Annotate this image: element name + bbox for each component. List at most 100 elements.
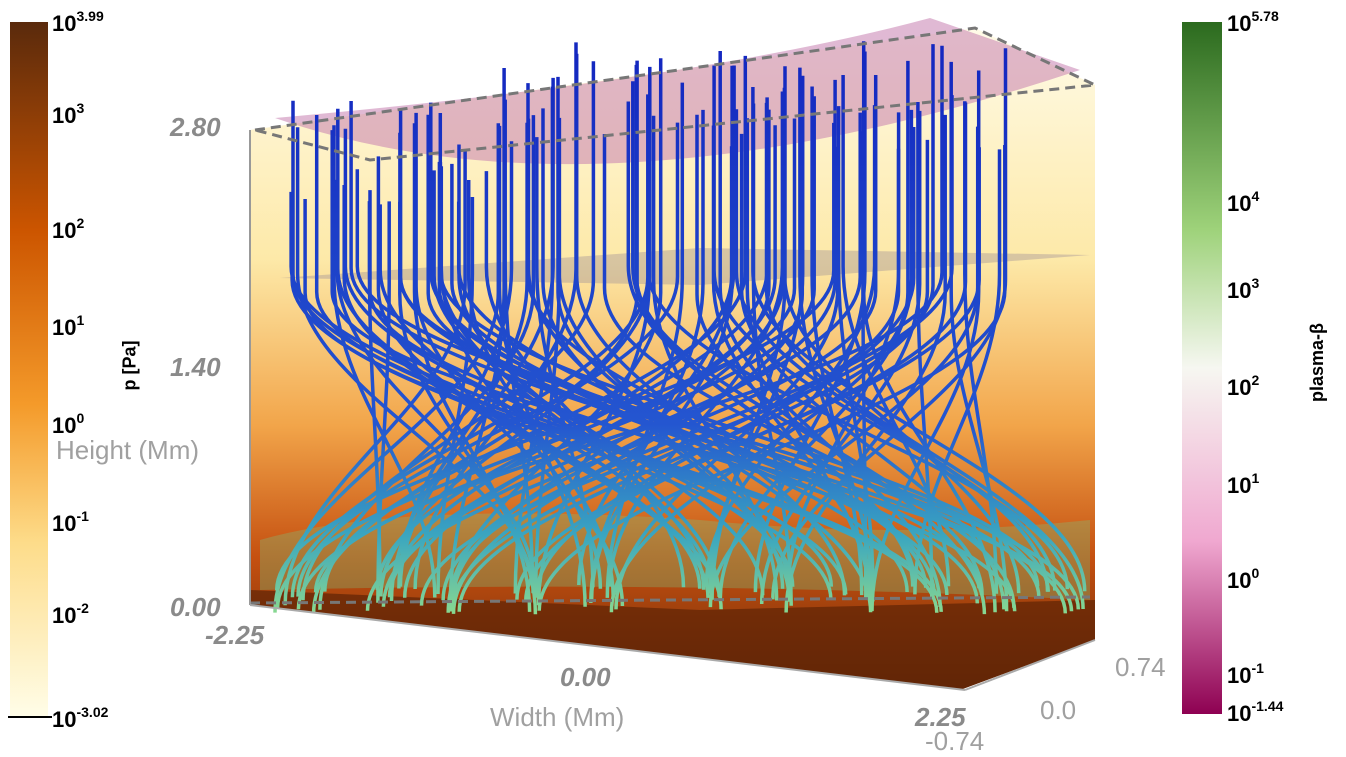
colorbar-tick: 10-1 xyxy=(1227,660,1264,689)
colorbar-tick: 10-1.44 xyxy=(1227,698,1283,727)
tick-exponent: 5.78 xyxy=(1251,8,1279,24)
field-line xyxy=(786,112,901,590)
tick-exponent: 2 xyxy=(76,215,85,231)
field-line xyxy=(534,127,916,598)
field-line xyxy=(296,122,680,597)
field-line xyxy=(836,106,875,586)
tick-exponent: -3.02 xyxy=(76,704,109,720)
field-line xyxy=(523,102,968,602)
tick-base: 10 xyxy=(52,315,77,340)
bounding-box xyxy=(249,26,1101,605)
field-line xyxy=(708,126,980,608)
tick-base: 10 xyxy=(52,11,77,36)
tick-exponent: -1.44 xyxy=(1251,698,1284,714)
field-line xyxy=(283,150,467,606)
colorbar-tick: 100 xyxy=(52,410,84,439)
field-line xyxy=(751,87,1087,592)
field-line xyxy=(870,70,981,612)
field-line xyxy=(759,110,922,605)
field-line xyxy=(861,41,997,613)
tick-base: 10 xyxy=(1227,701,1252,726)
field-line xyxy=(436,197,475,595)
field-line xyxy=(365,75,878,611)
tick-exponent: 3 xyxy=(1251,275,1260,291)
tick-base: 10 xyxy=(1227,473,1252,498)
colorbar-tick: 101 xyxy=(1227,470,1259,499)
field-line xyxy=(289,191,834,587)
colorbar-tick: 102 xyxy=(52,215,84,244)
field-line xyxy=(751,103,793,606)
field-line xyxy=(861,131,868,600)
field-line xyxy=(398,77,555,587)
colorbar-tick: 104 xyxy=(1227,188,1259,217)
field-line xyxy=(710,66,787,600)
tick-base: 10 xyxy=(1227,568,1252,593)
tick-base: 10 xyxy=(52,218,77,243)
beta-surface xyxy=(275,18,1080,165)
field-line xyxy=(949,61,1009,612)
tick-exponent: 1 xyxy=(76,312,85,328)
depth-tick: 0.74 xyxy=(1115,652,1166,682)
field-line xyxy=(734,109,1050,592)
colorbar-tick: 103 xyxy=(52,100,84,129)
field-line xyxy=(784,114,947,613)
colorbar-tick: 10-1 xyxy=(52,508,89,537)
colorbar-tick: 102 xyxy=(1227,372,1259,401)
field-line xyxy=(378,204,713,590)
tick-base: 10 xyxy=(1227,375,1252,400)
field-line xyxy=(841,75,951,587)
colorbar-tick: 10-3.02 xyxy=(52,704,108,733)
field-line xyxy=(332,125,437,598)
beta-iso-surface xyxy=(260,513,1090,600)
tick-exponent: -1 xyxy=(1251,660,1264,676)
field-line xyxy=(335,179,537,591)
width-tick: 0.00 xyxy=(560,662,611,692)
field-lines xyxy=(273,41,1087,615)
field-line xyxy=(631,81,915,587)
tick-base: 10 xyxy=(52,103,77,128)
tick-base: 10 xyxy=(52,413,77,438)
field-line xyxy=(379,66,652,597)
beta-colorbar xyxy=(1182,22,1222,714)
field-line xyxy=(739,133,1006,610)
field-line xyxy=(589,109,705,604)
floor xyxy=(250,590,1095,690)
tick-exponent: 3.99 xyxy=(76,8,104,24)
pressure-label: p [Pa] xyxy=(119,340,140,391)
tick-exponent: 3 xyxy=(76,100,85,116)
tick-base: 10 xyxy=(1227,278,1252,303)
height-tick: 0.00 xyxy=(170,592,221,622)
tick-base: 10 xyxy=(52,603,77,628)
depth-tick: 0.0 xyxy=(1040,695,1077,725)
tick-exponent: -2 xyxy=(76,600,89,616)
field-line xyxy=(605,82,685,598)
colorbar-tick: 10-2 xyxy=(52,600,89,629)
colorbar-tick: 103 xyxy=(1227,275,1259,304)
height-tick: 2.80 xyxy=(170,112,221,142)
width-tick: -2.25 xyxy=(205,620,265,650)
tick-exponent: 0 xyxy=(1251,565,1260,581)
field-line xyxy=(397,141,514,589)
field-line xyxy=(432,170,765,596)
width-tick: 2.25 xyxy=(915,702,966,732)
tick-base: 10 xyxy=(1227,663,1252,688)
width-axis-label: Width (Mm) xyxy=(490,702,625,732)
field-line xyxy=(448,68,506,609)
beta-plane xyxy=(280,248,1090,285)
field-line xyxy=(574,53,847,596)
field-line xyxy=(718,51,942,608)
tick-base: 10 xyxy=(52,707,77,732)
field-line xyxy=(336,108,702,589)
depth-tick: -0.74 xyxy=(925,726,985,756)
height-tick: 1.40 xyxy=(170,352,221,382)
field-line xyxy=(782,87,1021,594)
width-axis-line xyxy=(249,604,966,691)
beta-label: plasma-β xyxy=(1307,322,1328,403)
colorbar-tick: 105.78 xyxy=(1227,8,1279,37)
tick-exponent: -1 xyxy=(76,508,89,524)
field-line xyxy=(451,106,805,614)
field-line xyxy=(274,122,836,591)
field-line xyxy=(438,113,706,590)
